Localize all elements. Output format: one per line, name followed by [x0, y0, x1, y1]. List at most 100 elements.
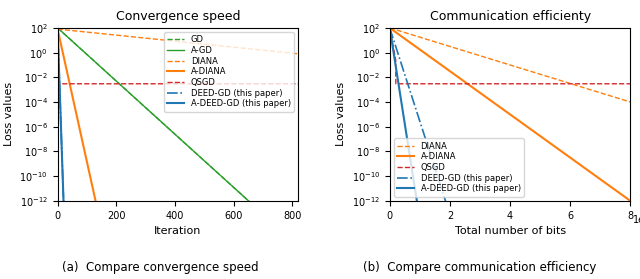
A-GD — [54, 26, 61, 30]
A-DIANA — [294, 211, 302, 215]
DEED-GD (this paper) — [60, 211, 68, 215]
A-DIANA — [290, 211, 298, 215]
A-DEED-GD (this paper) — [95, 211, 103, 215]
GD — [290, 211, 298, 215]
A-DEED-GD (this paper) — [584, 211, 591, 215]
QSGD — [566, 82, 573, 85]
Text: (a)  Compare convergence speed: (a) Compare convergence speed — [61, 261, 259, 274]
QSGD — [157, 82, 164, 85]
Line: DIANA: DIANA — [390, 28, 630, 102]
Line: A-DEED-GD (this paper): A-DEED-GD (this paper) — [390, 28, 630, 213]
GD — [258, 211, 266, 215]
A-DIANA — [54, 27, 61, 31]
A-GD — [290, 211, 298, 215]
GD — [294, 211, 302, 215]
A-DEED-GD (this paper) — [566, 211, 573, 215]
DIANA — [627, 100, 634, 104]
A-DIANA — [530, 130, 538, 133]
Title: Convergence speed: Convergence speed — [116, 9, 240, 23]
QSGD — [386, 26, 394, 30]
A-DEED-GD (this paper) — [264, 211, 271, 215]
Text: 1e6: 1e6 — [633, 215, 640, 225]
A-DEED-GD (this paper) — [627, 211, 634, 215]
DEED-GD (this paper) — [627, 211, 634, 215]
DEED-GD (this paper) — [566, 211, 573, 215]
A-GD — [146, 110, 154, 113]
A-DIANA — [95, 211, 102, 215]
GD — [54, 26, 61, 30]
Line: A-DIANA: A-DIANA — [390, 28, 630, 201]
A-DEED-GD (this paper) — [146, 211, 154, 215]
QSGD — [81, 82, 89, 85]
Text: (b)  Compare communication efficiency: (b) Compare communication efficiency — [364, 261, 596, 274]
A-DIANA — [429, 58, 437, 61]
A-DIANA — [386, 26, 394, 30]
A-GD — [264, 211, 271, 215]
DIANA — [294, 52, 302, 56]
DIANA — [530, 71, 538, 74]
DEED-GD (this paper) — [584, 211, 591, 215]
QSGD — [146, 82, 154, 85]
DEED-GD (this paper) — [543, 211, 550, 215]
A-DEED-GD (this paper) — [60, 211, 68, 215]
Line: A-GD: A-GD — [58, 28, 298, 213]
A-DIANA — [566, 155, 573, 159]
Line: A-DIANA: A-DIANA — [58, 29, 298, 213]
GD — [95, 64, 103, 68]
A-DEED-GD (this paper) — [54, 26, 61, 30]
QSGD — [54, 26, 61, 30]
Line: QSGD: QSGD — [390, 28, 630, 84]
Line: A-DEED-GD (this paper): A-DEED-GD (this paper) — [58, 28, 298, 213]
DEED-GD (this paper) — [294, 211, 302, 215]
DEED-GD (this paper) — [146, 211, 154, 215]
Line: DEED-GD (this paper): DEED-GD (this paper) — [390, 28, 630, 213]
A-DIANA — [478, 92, 486, 96]
A-GD — [258, 211, 266, 215]
DIANA — [478, 55, 486, 58]
A-DIANA — [81, 152, 89, 155]
Legend: GD, A-GD, DIANA, A-DIANA, QSGD, DEED-GD (this paper), A-DEED-GD (this paper): GD, A-GD, DIANA, A-DIANA, QSGD, DEED-GD … — [164, 32, 294, 112]
A-DEED-GD (this paper) — [290, 211, 298, 215]
DIANA — [429, 40, 437, 43]
DIANA — [81, 30, 89, 33]
A-DEED-GD (this paper) — [543, 211, 550, 215]
A-GD — [157, 119, 164, 123]
QSGD — [290, 82, 298, 85]
DEED-GD (this paper) — [157, 211, 164, 215]
QSGD — [294, 82, 302, 85]
QSGD — [264, 82, 271, 85]
A-DEED-GD (this paper) — [415, 211, 422, 215]
A-GD — [95, 64, 103, 68]
A-DEED-GD (this paper) — [81, 211, 89, 215]
A-DEED-GD (this paper) — [531, 211, 538, 215]
A-DIANA — [627, 199, 634, 203]
QSGD — [478, 82, 486, 85]
A-DIANA — [543, 139, 550, 142]
A-DIANA — [157, 211, 164, 215]
A-DIANA — [584, 169, 591, 172]
DIANA — [264, 49, 271, 52]
DEED-GD (this paper) — [531, 211, 538, 215]
Y-axis label: Loss values: Loss values — [336, 82, 346, 146]
DEED-GD (this paper) — [264, 211, 271, 215]
X-axis label: Iteration: Iteration — [154, 226, 202, 236]
A-DEED-GD (this paper) — [429, 211, 437, 215]
A-DEED-GD (this paper) — [386, 26, 394, 30]
QSGD — [95, 82, 103, 85]
Title: Communication efficienty: Communication efficienty — [429, 9, 591, 23]
DIANA — [386, 26, 394, 30]
DEED-GD (this paper) — [81, 211, 89, 215]
Line: QSGD: QSGD — [58, 28, 298, 84]
DEED-GD (this paper) — [54, 26, 61, 30]
A-DIANA — [95, 211, 103, 215]
X-axis label: Total number of bits: Total number of bits — [454, 226, 566, 236]
GD — [264, 211, 271, 215]
QSGD — [584, 82, 591, 85]
A-DEED-GD (this paper) — [294, 211, 302, 215]
Legend: DIANA, A-DIANA, QSGD, DEED-GD (this paper), A-DEED-GD (this paper): DIANA, A-DIANA, QSGD, DEED-GD (this pape… — [394, 138, 524, 197]
QSGD — [429, 82, 437, 85]
A-GD — [81, 51, 89, 54]
GD — [146, 110, 154, 113]
DIANA — [566, 81, 573, 85]
A-DEED-GD (this paper) — [157, 211, 164, 215]
